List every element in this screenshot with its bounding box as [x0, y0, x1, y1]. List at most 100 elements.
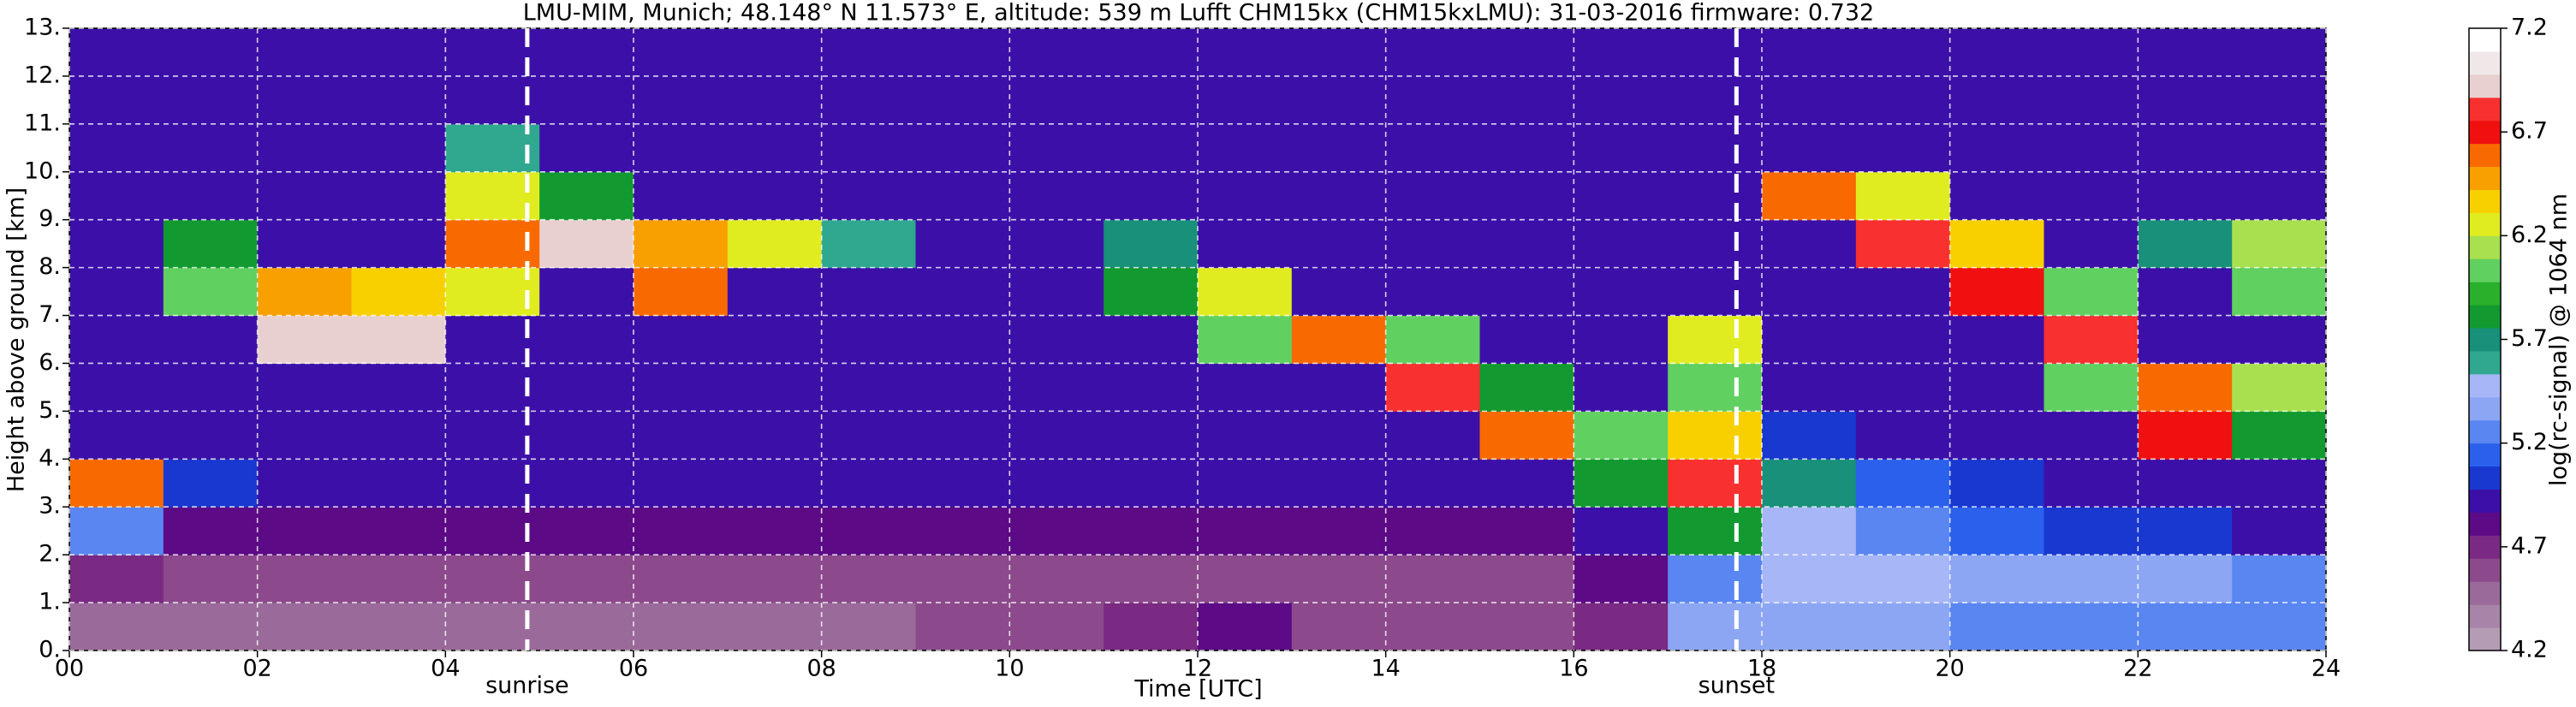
colorbar-segment: [2469, 581, 2501, 605]
heatmap-cell: [634, 603, 729, 651]
heatmap-cell: [1009, 75, 1104, 125]
colorbar-segment: [2469, 212, 2501, 236]
heatmap-cell: [634, 219, 729, 269]
heatmap-cell: [1668, 363, 1763, 412]
y-tick-label: 11.: [24, 110, 61, 136]
heatmap-cell: [445, 507, 540, 556]
heatmap-cell: [821, 603, 916, 651]
heatmap-cell: [2232, 363, 2327, 412]
heatmap-cell: [445, 28, 540, 77]
heatmap-cell: [1855, 555, 1951, 603]
heatmap-cell: [727, 363, 823, 412]
heatmap-cell: [163, 219, 259, 269]
heatmap-cell: [1291, 507, 1387, 556]
heatmap-cell: [821, 315, 916, 364]
heatmap-cell: [2138, 267, 2233, 317]
heatmap-cell: [1104, 28, 1199, 77]
heatmap-cell: [1855, 123, 1951, 173]
heatmap-cell: [1668, 123, 1763, 173]
heatmap-cell: [821, 219, 916, 269]
heatmap-cell: [69, 507, 164, 556]
colorbar-segment: [2469, 143, 2501, 168]
colorbar-segment: [2469, 535, 2501, 559]
heatmap-cell: [1762, 555, 1857, 603]
heatmap-cell: [1574, 315, 1669, 364]
heatmap-cell: [1198, 219, 1293, 269]
heatmap-cell: [1949, 123, 2044, 173]
heatmap-cell: [445, 603, 540, 651]
heatmap-cell: [1198, 363, 1293, 412]
heatmap-cell: [1104, 411, 1199, 460]
heatmap-cell: [163, 363, 259, 412]
heatmap-cell: [1855, 28, 1951, 77]
heatmap-cell: [1668, 315, 1763, 364]
heatmap-cell: [915, 75, 1010, 125]
y-tick-label: 7.: [39, 301, 61, 328]
heatmap-cell: [1104, 219, 1199, 269]
colorbar-segment: [2469, 419, 2501, 444]
x-tick-label: 18: [1747, 656, 1776, 682]
heatmap-cell: [1762, 603, 1857, 651]
heatmap-cell: [1855, 219, 1951, 269]
heatmap-cell: [2044, 411, 2139, 460]
heatmap-cell: [1009, 315, 1104, 364]
heatmap-cell: [257, 555, 352, 603]
heatmap-cell: [1291, 315, 1387, 364]
y-tick-label: 12.: [24, 62, 61, 88]
heatmap-cell: [69, 219, 164, 269]
heatmap-cell: [257, 315, 352, 364]
heatmap-cell: [1009, 171, 1104, 221]
heatmap-cell: [539, 267, 634, 317]
heatmap-cell: [821, 123, 916, 173]
heatmap-cell: [915, 315, 1010, 364]
heatmap-cell: [2138, 123, 2233, 173]
colorbar-segment: [2469, 466, 2501, 490]
heatmap-cell: [1949, 363, 2044, 412]
heatmap-cell: [257, 267, 352, 317]
heatmap-cell: [1855, 75, 1951, 125]
heatmap-cell: [1198, 555, 1293, 603]
heatmap-cell: [351, 75, 446, 125]
heatmap-cell: [1668, 28, 1763, 77]
colorbar-label: log(rc-signal) @ 1064 nm: [2546, 193, 2573, 486]
heatmap-cell: [821, 411, 916, 460]
heatmap-cell: [2138, 219, 2233, 269]
heatmap-cell: [1291, 267, 1387, 317]
heatmap-cell: [2232, 555, 2327, 603]
y-tick-label: 6.: [39, 349, 61, 376]
heatmap-cell: [1198, 603, 1293, 651]
heatmap-cell: [539, 315, 634, 364]
heatmap-cell: [445, 363, 540, 412]
heatmap-cell: [445, 171, 540, 221]
heatmap-cell: [1574, 267, 1669, 317]
heatmap-cell: [163, 459, 259, 508]
heatmap-cell: [2044, 363, 2139, 412]
colorbar-segment: [2469, 373, 2501, 398]
heatmap-cell: [539, 28, 634, 77]
heatmap-cell: [1479, 603, 1574, 651]
heatmap-cell: [1762, 75, 1857, 125]
heatmap-cell: [1385, 555, 1480, 603]
y-tick-label: 5.: [39, 397, 61, 424]
heatmap-cell: [1949, 507, 2044, 556]
heatmap-cell: [1385, 75, 1480, 125]
heatmap-cell: [1949, 411, 2044, 460]
y-tick-label: 10.: [24, 157, 61, 184]
heatmap-cell: [915, 507, 1010, 556]
heatmap-cell: [257, 219, 352, 269]
heatmap-cell: [1574, 171, 1669, 221]
heatmap-cell: [915, 459, 1010, 508]
heatmap-cell: [1198, 507, 1293, 556]
heatmap-cell: [1009, 219, 1104, 269]
heatmap-cell: [1104, 75, 1199, 125]
heatmap-cell: [1668, 75, 1763, 125]
heatmap-cell: [163, 75, 259, 125]
heatmap-cell: [1198, 123, 1293, 173]
heatmap-cell: [821, 28, 916, 77]
heatmap-cell: [1762, 123, 1857, 173]
heatmap-cell: [445, 75, 540, 125]
heatmap-cell: [1009, 267, 1104, 317]
heatmap-cell: [821, 171, 916, 221]
colorbar-segment: [2469, 396, 2501, 421]
y-tick-label: 13.: [24, 15, 61, 41]
